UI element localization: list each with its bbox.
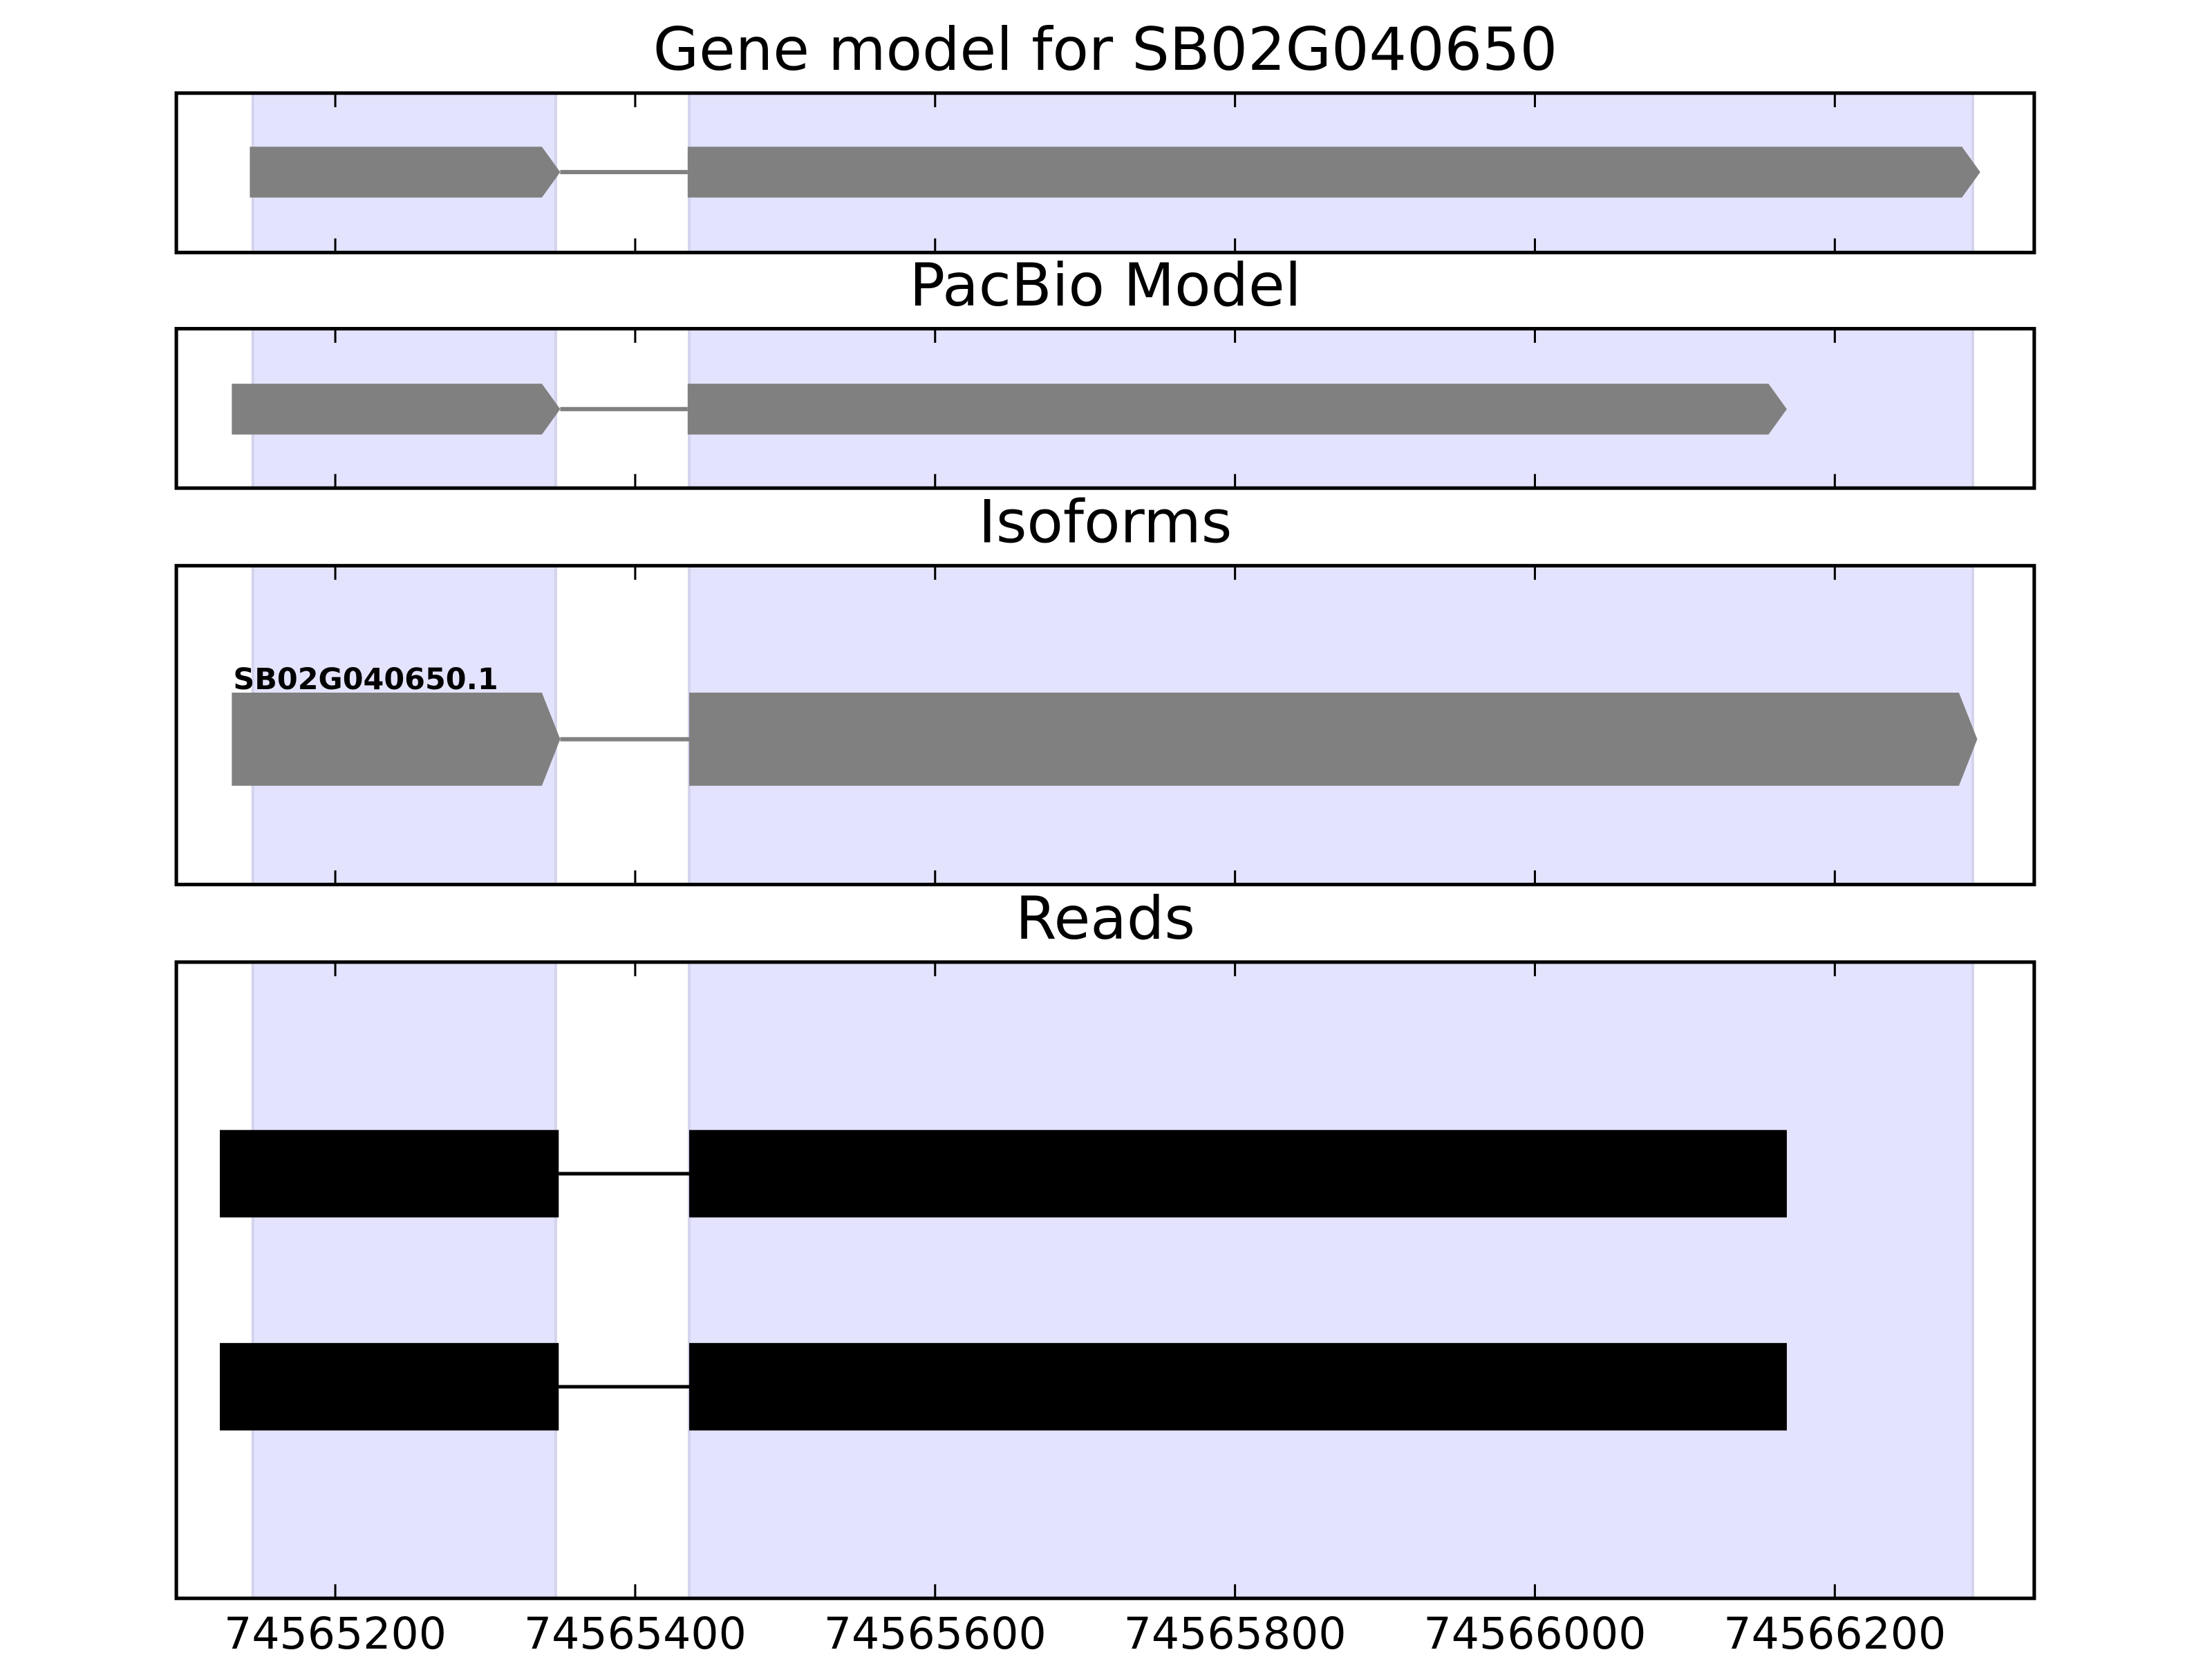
panel-frame [174, 326, 2036, 490]
exon [232, 384, 561, 435]
exon [220, 1342, 559, 1431]
panel-title: Reads [1015, 884, 1195, 953]
exon [232, 693, 561, 786]
panel-title: Gene model for SB02G040650 [653, 15, 1557, 84]
exon [250, 147, 561, 198]
panel-title: Isoforms [979, 488, 1232, 557]
exon [220, 1130, 559, 1218]
x-tick-label: 74566000 [1424, 1608, 1647, 1659]
panel-frame [174, 563, 2036, 887]
exon [687, 384, 1787, 435]
x-tick-label: 74565200 [224, 1608, 447, 1659]
x-tick-label: 74565400 [524, 1608, 747, 1659]
panel-title: PacBio Model [909, 251, 1301, 320]
x-tick-label: 74565800 [1124, 1608, 1347, 1659]
isoform-label: SB02G040650.1 [233, 662, 498, 697]
exon [689, 1342, 1787, 1431]
exon [687, 147, 1980, 198]
panel-frame [174, 91, 2036, 254]
panel-frame [174, 960, 2036, 1600]
x-tick-label: 74565600 [824, 1608, 1047, 1659]
highlight-region [251, 960, 557, 1600]
exon [689, 693, 1978, 786]
x-tick-label: 74566200 [1723, 1608, 1946, 1659]
exon [689, 1130, 1787, 1218]
highlight-region [687, 960, 1974, 1600]
